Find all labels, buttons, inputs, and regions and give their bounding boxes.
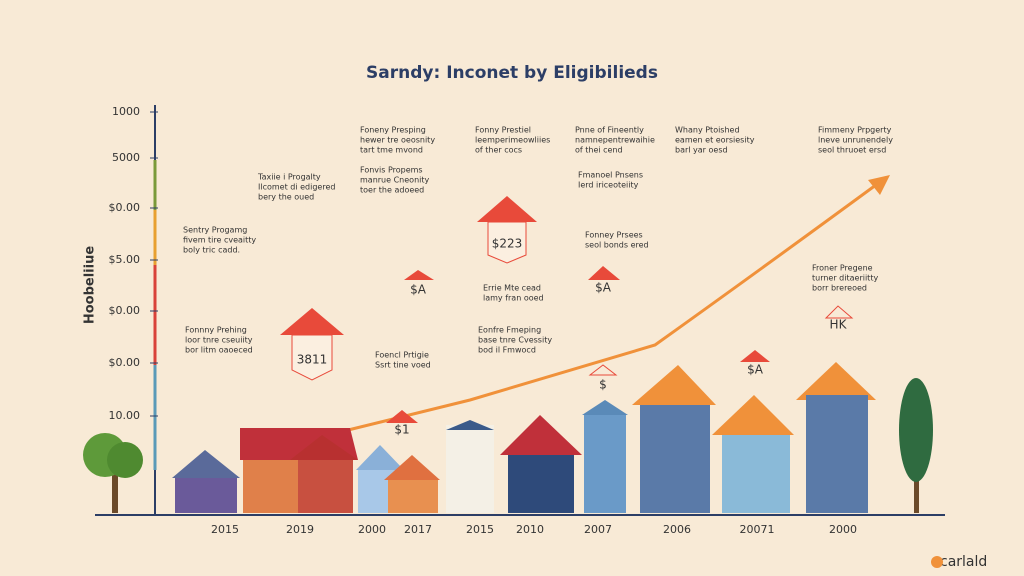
x-tick-label: 20071: [740, 523, 775, 536]
annotation: fivem tire cveaitty: [183, 236, 256, 245]
logo: carlald: [940, 554, 987, 570]
annotation: Fonnny Prehing: [185, 326, 247, 335]
y-tick-label: 10.00: [109, 409, 141, 422]
annotation: Fonney Prsees: [585, 231, 643, 240]
annotation: Taxiie i Progalty: [257, 173, 321, 182]
annotation: lamy fran ooed: [483, 294, 544, 303]
annotation: Sentry Progamg: [183, 226, 247, 235]
logo-icon: [931, 556, 943, 568]
badge: $A: [595, 281, 612, 295]
x-tick-label: 2000: [358, 523, 386, 536]
annotation: Foencl Prtigie: [375, 351, 429, 360]
annotation: Foneny Presping: [360, 126, 426, 135]
title: Sarndy: Inconet by Eligibilieds: [366, 63, 658, 83]
annotation: Pnne of Fineently: [575, 126, 644, 135]
annotation: Fmanoel Pnsens: [578, 171, 643, 180]
annotation: leemperimeowliies: [475, 136, 550, 145]
badge: $A: [747, 363, 764, 377]
x-tick-label: 2015: [466, 523, 494, 536]
annotation: tart tme mvond: [360, 146, 423, 155]
badge: 3811: [297, 353, 328, 367]
annotation: bod il Fmwocd: [478, 346, 536, 355]
annotation: Fimmeny Prpgerty: [818, 126, 892, 135]
badge: $1: [394, 423, 409, 437]
annotation: Froner Pregene: [812, 264, 873, 273]
y-tick-label: 5000: [112, 151, 140, 164]
annotation: manrue Cneonity: [360, 176, 429, 185]
annotation: loor tnre cseuiity: [185, 336, 253, 345]
annotation: boly tric cadd.: [183, 246, 240, 255]
badge: $223: [492, 237, 523, 251]
y-tick-label: 1000: [112, 105, 140, 118]
annotation: of ther cocs: [475, 146, 522, 155]
x-tick-label: 2006: [663, 523, 691, 536]
tree-trunk: [112, 465, 118, 513]
y-axis-label: Hoobeliiue: [83, 246, 98, 324]
arrow-head: [868, 175, 890, 195]
annotation: borr brereoed: [812, 284, 867, 293]
y-tick-label: $0.00: [109, 201, 141, 214]
badge: HK: [830, 318, 848, 332]
y-tick-label: $0.00: [109, 356, 141, 369]
annotation: Whany Ptoished: [675, 126, 740, 135]
y-tick-label: $5.00: [109, 253, 141, 266]
annotation: eamen et eorsiesity: [675, 136, 755, 145]
x-tick-label: 2017: [404, 523, 432, 536]
annotation: turner ditaeriitty: [812, 274, 878, 283]
annotation: of thei cend: [575, 146, 623, 155]
tree-trunk: [914, 460, 919, 513]
annotation: Errie Mte cead: [483, 284, 541, 293]
x-tick-label: 2007: [584, 523, 612, 536]
annotation: hewer tre oeosnity: [360, 136, 435, 145]
annotation: bery the oued: [258, 193, 314, 202]
y-tick-label: $0.00: [109, 304, 141, 317]
annotation: Ssrt tine voed: [375, 361, 431, 370]
badge-icons: [280, 196, 854, 423]
annotation: base tnre Cvessity: [478, 336, 552, 345]
x-tick-label: 2019: [286, 523, 314, 536]
x-tick-label: 2000: [829, 523, 857, 536]
tree: [107, 442, 143, 478]
annotation: seol bonds ered: [585, 241, 649, 250]
annotation: Ierd iriceoteiity: [578, 181, 639, 190]
annotation: lneve unrunendely: [818, 136, 893, 145]
annotation: Fonny Prestiel: [475, 126, 531, 135]
annotation: seol thruoet ersd: [818, 146, 886, 155]
annotation: Eonfre Fmeping: [478, 326, 541, 335]
tree: [899, 378, 933, 482]
annotation: namnepentrewaihie: [575, 136, 655, 145]
x-tick-label: 2015: [211, 523, 239, 536]
annotation: Fonvis Propems: [360, 166, 423, 175]
badge: $: [599, 378, 607, 392]
houses: [172, 362, 876, 513]
annotation: Ilcomet di edigered: [258, 183, 335, 192]
badge: $A: [410, 283, 427, 297]
x-tick-label: 2010: [516, 523, 544, 536]
annotation: bor litm oaoeced: [185, 346, 253, 355]
trend-line: [339, 180, 881, 434]
annotation: barl yar oesd: [675, 146, 728, 155]
annotation: toer the adoeed: [360, 186, 424, 195]
